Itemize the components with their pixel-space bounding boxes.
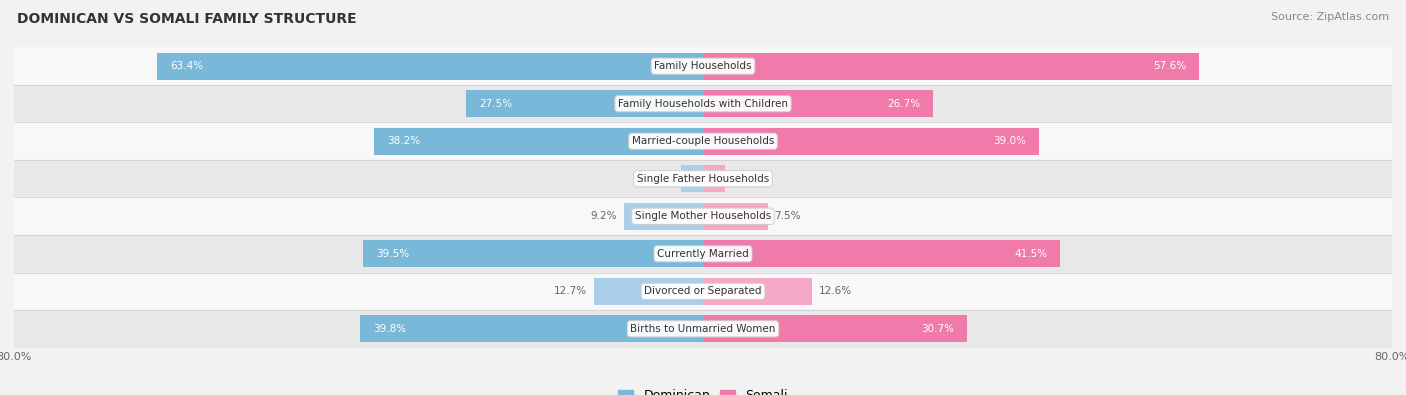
Bar <box>624 203 703 230</box>
Text: Family Households: Family Households <box>654 61 752 71</box>
Bar <box>593 278 703 305</box>
Bar <box>703 90 934 117</box>
Text: 39.5%: 39.5% <box>375 249 409 259</box>
Legend: Dominican, Somali: Dominican, Somali <box>613 384 793 395</box>
Text: 12.6%: 12.6% <box>818 286 852 296</box>
Text: Single Father Households: Single Father Households <box>637 174 769 184</box>
Text: 39.0%: 39.0% <box>993 136 1026 146</box>
Text: 57.6%: 57.6% <box>1153 61 1187 71</box>
Text: 2.5%: 2.5% <box>731 174 758 184</box>
Bar <box>703 128 1039 155</box>
Bar <box>14 235 1392 273</box>
Bar <box>467 90 703 117</box>
Text: 63.4%: 63.4% <box>170 61 202 71</box>
Bar <box>703 165 724 192</box>
Text: 30.7%: 30.7% <box>921 324 955 334</box>
Bar <box>703 53 1199 80</box>
Bar <box>14 122 1392 160</box>
Text: Family Households with Children: Family Households with Children <box>619 99 787 109</box>
Text: Currently Married: Currently Married <box>657 249 749 259</box>
Bar <box>703 315 967 342</box>
Bar <box>14 273 1392 310</box>
Text: Source: ZipAtlas.com: Source: ZipAtlas.com <box>1271 12 1389 22</box>
Bar <box>374 128 703 155</box>
Bar <box>360 315 703 342</box>
Text: DOMINICAN VS SOMALI FAMILY STRUCTURE: DOMINICAN VS SOMALI FAMILY STRUCTURE <box>17 12 357 26</box>
Bar <box>14 85 1392 122</box>
Text: 9.2%: 9.2% <box>591 211 617 221</box>
Text: 26.7%: 26.7% <box>887 99 920 109</box>
Text: 38.2%: 38.2% <box>387 136 420 146</box>
Text: Single Mother Households: Single Mother Households <box>636 211 770 221</box>
Text: 39.8%: 39.8% <box>373 324 406 334</box>
Bar <box>14 160 1392 198</box>
Text: 12.7%: 12.7% <box>554 286 586 296</box>
Bar <box>14 47 1392 85</box>
Bar <box>703 278 811 305</box>
Text: 7.5%: 7.5% <box>775 211 801 221</box>
Text: 2.5%: 2.5% <box>648 174 675 184</box>
Bar <box>703 240 1060 267</box>
Text: Married-couple Households: Married-couple Households <box>631 136 775 146</box>
Bar <box>14 198 1392 235</box>
Bar <box>703 203 768 230</box>
Bar <box>363 240 703 267</box>
Text: Births to Unmarried Women: Births to Unmarried Women <box>630 324 776 334</box>
Text: Divorced or Separated: Divorced or Separated <box>644 286 762 296</box>
Text: 27.5%: 27.5% <box>479 99 512 109</box>
Bar <box>14 310 1392 348</box>
Bar <box>682 165 703 192</box>
Text: 41.5%: 41.5% <box>1014 249 1047 259</box>
Bar <box>157 53 703 80</box>
